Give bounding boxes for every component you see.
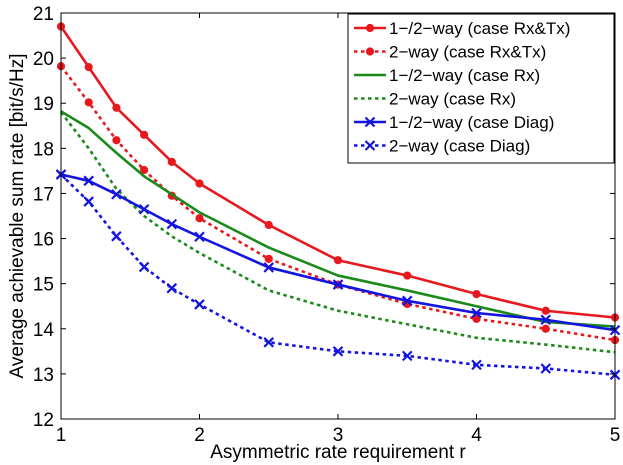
x-tick-label: 1 — [56, 425, 67, 446]
series-line — [59, 111, 616, 354]
legend-label: 2−way (case Rx) — [389, 90, 516, 109]
data-point — [112, 103, 121, 112]
series-line — [60, 173, 616, 377]
y-tick-label: 13 — [33, 365, 54, 386]
series-line — [59, 25, 616, 319]
data-point — [472, 289, 481, 299]
series-line — [59, 65, 616, 342]
legend-entry: 2−way (case Diag) — [354, 137, 530, 156]
data-point — [166, 218, 178, 230]
data-point — [264, 254, 273, 263]
legend-entry: 2−way (case Rx) — [354, 90, 516, 109]
data-point — [403, 271, 412, 280]
data-point — [471, 359, 482, 371]
data-point — [140, 165, 149, 175]
legend-label: 1−/2−way (case Rx&Tx) — [389, 19, 570, 38]
data-point — [541, 306, 550, 315]
data-point — [365, 23, 375, 33]
y-tick-label: 21 — [33, 4, 54, 25]
legend: 1−/2−way (case Rx&Tx) 2−way (case Rx&Tx) 1… — [347, 13, 615, 164]
data-point — [540, 314, 552, 326]
data-point — [401, 350, 413, 362]
data-point — [83, 196, 94, 207]
data-point — [471, 307, 482, 319]
series-line — [60, 110, 616, 328]
y-tick-label: 18 — [33, 139, 54, 160]
data-point — [263, 262, 275, 273]
data-point — [194, 231, 205, 243]
series-line — [60, 173, 616, 332]
legend-label: 1−/2−way (case Rx) — [389, 66, 540, 85]
y-tick-label: 14 — [33, 320, 55, 341]
series-layer — [55, 22, 621, 381]
data-point — [140, 130, 149, 139]
data-point — [540, 363, 552, 374]
data-point — [111, 189, 122, 200]
x-tick-label: 4 — [471, 425, 482, 446]
legend-entry: 1−/2−way (case Rx) — [354, 66, 540, 85]
data-point — [472, 314, 481, 323]
data-point — [195, 214, 204, 223]
data-point — [365, 47, 375, 56]
y-tick-label: 20 — [33, 49, 54, 70]
y-axis-label: Average achievable sum rate [bit/s/Hz] — [7, 54, 28, 379]
legend-label: 2−way (case Rx&Tx) — [389, 43, 546, 62]
data-point — [401, 295, 413, 307]
data-point — [364, 140, 376, 151]
series-5 — [55, 169, 621, 336]
data-point — [167, 157, 176, 166]
y-tick-label: 17 — [33, 184, 54, 205]
x-tick-label: 3 — [333, 425, 344, 446]
series-4 — [59, 111, 616, 354]
legend-label: 1−/2−way (case Diag) — [389, 113, 554, 132]
data-point — [83, 175, 94, 187]
data-point — [195, 179, 204, 188]
y-tick-label: 16 — [33, 230, 54, 251]
y-tick-label: 15 — [33, 275, 54, 296]
data-point — [166, 282, 178, 294]
legend-entry: 1−/2−way (case Diag) — [354, 113, 554, 132]
data-point — [264, 220, 273, 230]
data-point — [84, 63, 93, 72]
data-point — [364, 116, 376, 128]
y-tick-label: 19 — [33, 94, 54, 115]
series-3 — [60, 110, 616, 328]
x-axis-label: Asymmetric rate requirement r — [210, 442, 466, 463]
x-tick-label: 5 — [610, 425, 621, 446]
data-point — [541, 324, 550, 333]
data-point — [332, 346, 344, 357]
data-point — [84, 98, 93, 107]
data-point — [194, 299, 205, 310]
series-6 — [55, 169, 621, 381]
data-point — [333, 256, 343, 265]
y-tick-label: 12 — [33, 410, 54, 431]
legend-box — [347, 13, 615, 164]
data-point — [263, 337, 275, 348]
data-point — [112, 136, 121, 145]
data-point — [138, 203, 150, 215]
legend-entry: 1−/2−way (case Rx&Tx) — [354, 19, 570, 38]
legend-entry: 2−way (case Rx&Tx) — [354, 43, 546, 62]
data-point — [332, 279, 344, 290]
data-point — [111, 231, 122, 242]
series-1 — [56, 22, 620, 322]
legend-label: 2−way (case Diag) — [389, 137, 530, 156]
data-point — [138, 261, 150, 273]
x-tick-label: 2 — [194, 425, 205, 446]
